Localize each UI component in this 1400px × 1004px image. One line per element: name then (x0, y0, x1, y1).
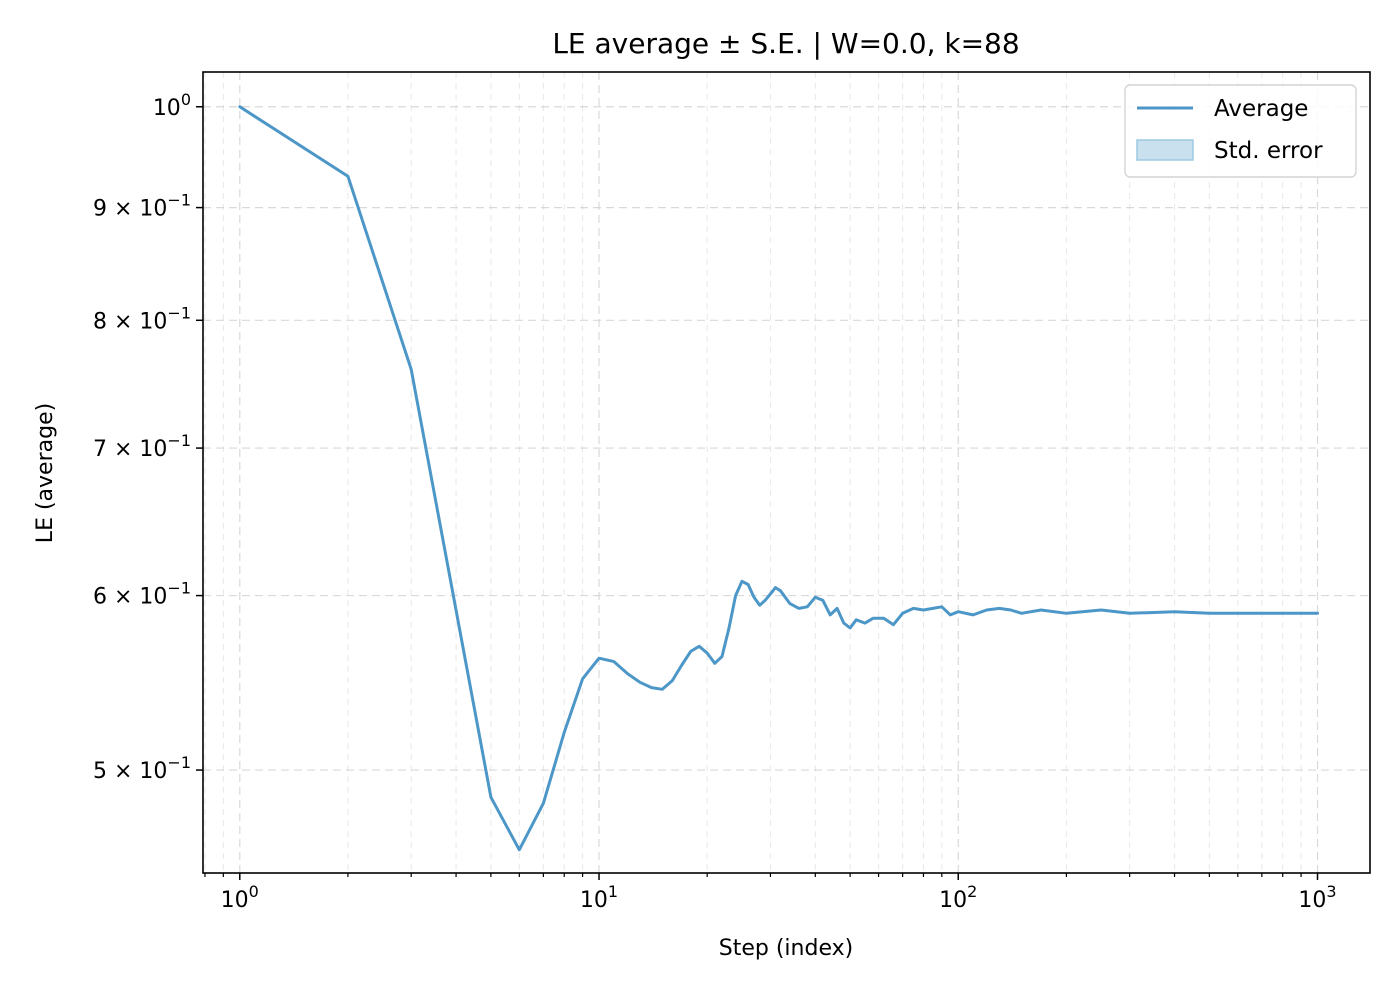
x-tick-label: 103 (1298, 882, 1336, 913)
x-tick-label: 101 (580, 882, 618, 913)
y-tick-label: 5 × 10−1 (93, 753, 191, 784)
legend-band-swatch (1136, 139, 1194, 161)
grid-layer (203, 72, 1370, 873)
x-tick-label: 102 (939, 882, 977, 913)
y-tick-label: 9 × 10−1 (93, 191, 191, 222)
legend: Average Std. error (1124, 84, 1357, 178)
legend-label-average: Average (1214, 96, 1308, 122)
tick-layer: 100 101 102 103 100 9 × 10−1 8 × 10−1 7 × 10−1 6… (93, 90, 1337, 913)
y-tick-label: 6 × 10−1 (93, 579, 191, 610)
legend-label-std-error: Std. error (1214, 138, 1323, 164)
series-layer (238, 105, 1319, 852)
plot-frame (202, 71, 1371, 874)
y-tick-label: 100 (153, 90, 191, 121)
x-axis-label: Step (index) (719, 936, 853, 961)
chart-title: LE average ± S.E. | W=0.0, k=88 (552, 27, 1019, 60)
y-tick-label: 8 × 10−1 (93, 303, 191, 334)
y-tick-label: 7 × 10−1 (93, 431, 191, 462)
y-axis-label: LE (average) (33, 403, 58, 543)
series-line-average (238, 105, 1319, 852)
x-tick-label: 100 (221, 882, 259, 913)
